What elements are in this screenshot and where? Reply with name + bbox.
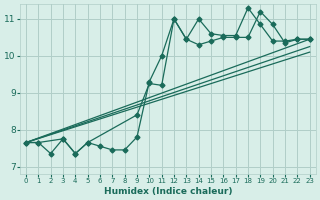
X-axis label: Humidex (Indice chaleur): Humidex (Indice chaleur) xyxy=(104,187,232,196)
